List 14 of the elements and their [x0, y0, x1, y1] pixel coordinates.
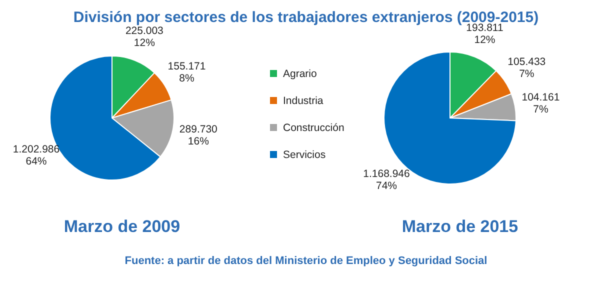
text: Marzo de 2015 [402, 217, 518, 236]
legend-label: Servicios [283, 149, 326, 161]
data-label: 1.168.946 74% [363, 168, 410, 192]
data-label: 155.171 8% [168, 60, 206, 85]
data-label: 289.730 16% [179, 124, 218, 148]
data-label: 225.003 12% [125, 25, 164, 50]
data-label: 104.161 7% [522, 92, 560, 116]
data-label: 1.202.986 64% [12, 143, 60, 168]
legend-label: Agrario [283, 68, 318, 80]
legend-label: Industria [283, 95, 324, 107]
data-label: 105.433 7% [508, 56, 546, 80]
text: Marzo de 2009 [64, 217, 180, 236]
legend-label: Construcción [283, 122, 344, 134]
source-note: Fuente: a partir de datos del Ministerio de Empleo y Seguridad Social [124, 255, 488, 267]
